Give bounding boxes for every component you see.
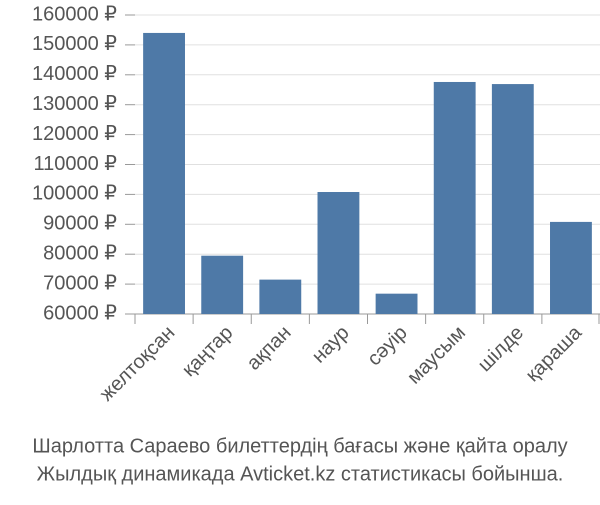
x-tick-label: ақпан xyxy=(243,322,296,375)
y-tick-label: 140000 ₽ xyxy=(32,63,117,85)
bar xyxy=(433,81,476,314)
x-tick-label: маусым xyxy=(403,322,470,389)
caption-line: Шарлотта Сараево билеттердің бағасы және… xyxy=(32,435,567,457)
caption-line: Жылдық динамикада Avticket.kz статистика… xyxy=(37,463,564,485)
x-tick-label: сәуір xyxy=(363,322,412,371)
bar xyxy=(143,32,185,314)
bar xyxy=(259,279,302,314)
x-tick-label: наур xyxy=(308,322,354,368)
y-tick-label: 60000 ₽ xyxy=(43,302,117,324)
y-tick-label: 120000 ₽ xyxy=(32,123,117,145)
bar xyxy=(375,293,418,314)
bar xyxy=(550,221,592,314)
y-tick-label: 90000 ₽ xyxy=(43,213,117,235)
y-tick-label: 160000 ₽ xyxy=(32,3,117,25)
y-tick-label: 110000 ₽ xyxy=(33,153,117,175)
y-tick-label: 150000 ₽ xyxy=(32,33,117,55)
y-tick-label: 70000 ₽ xyxy=(43,272,117,294)
x-tick-label: шілде xyxy=(474,322,528,376)
x-tick-label: қараша xyxy=(522,321,587,386)
y-tick-label: 100000 ₽ xyxy=(32,183,117,205)
bar xyxy=(201,255,244,314)
x-tick-label: желтоқсан xyxy=(96,322,180,406)
y-tick-label: 130000 ₽ xyxy=(32,93,117,115)
bar xyxy=(317,192,360,314)
bar xyxy=(491,84,534,314)
y-tick-label: 80000 ₽ xyxy=(43,242,117,264)
x-tick-label: қаңтар xyxy=(178,322,237,381)
